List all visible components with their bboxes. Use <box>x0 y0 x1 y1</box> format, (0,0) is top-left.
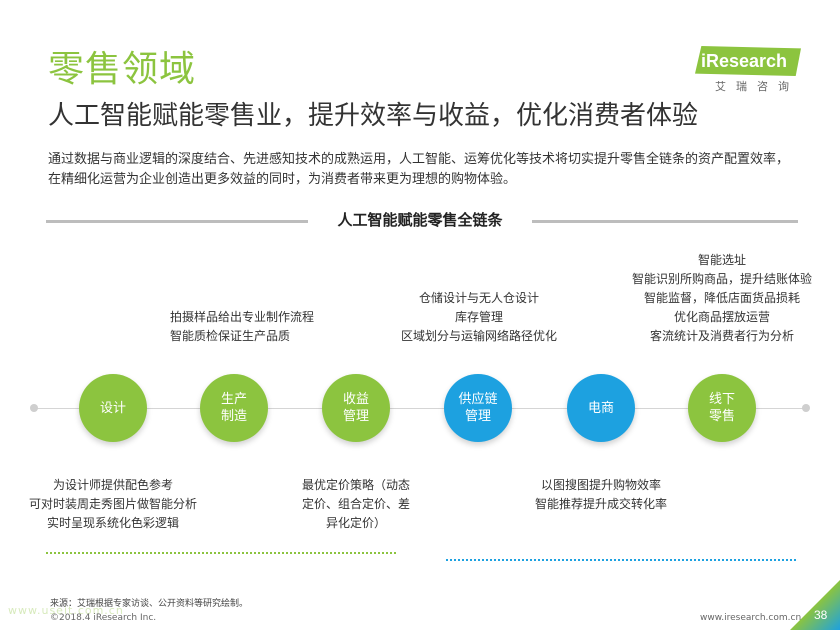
desc-line: 智能识别所购商品，提升结账体验 <box>631 272 812 286</box>
desc-line: 智能质检保证生产品质 <box>170 329 291 343</box>
source-note: 来源：艾瑞根据专家访谈、公开资料等研究绘制。 <box>50 599 249 609</box>
desc-line: 实时呈现系统化色彩逻辑 <box>46 516 179 530</box>
chain-start-dot <box>30 404 38 412</box>
desc-line: 智能监督，降低店面货品损耗 <box>643 291 800 305</box>
logo-text: iResearch <box>701 51 788 71</box>
section-divider-left <box>46 220 308 223</box>
production-description: 拍摄样品给出专业制作流程 智能质检保证生产品质 <box>170 308 315 346</box>
desc-line: 以图搜图提升购物效率 <box>540 478 661 492</box>
desc-line: 为设计师提供配色参考 <box>52 478 173 492</box>
offline-retail-description: 智能选址 智能识别所购商品，提升结账体验 智能监督，降低店面货品损耗 优化商品摆… <box>622 251 822 346</box>
desc-line: 库存管理 <box>454 310 503 324</box>
corner-decoration <box>790 580 840 630</box>
section-title: 人工智能赋能零售全链条 <box>337 211 503 229</box>
desc-line: 客流统计及消费者行为分析 <box>649 329 794 343</box>
desc-line: 区域划分与运输网络路径优化 <box>400 329 557 343</box>
node-production: 生产 制造 <box>200 374 268 442</box>
desc-line: 定价、组合定价、差 <box>301 497 410 511</box>
node-supply-chain: 供应链 管理 <box>444 374 512 442</box>
node-label: 生产 制造 <box>220 392 247 424</box>
website-link[interactable]: www.iresearch.com.cn <box>700 613 802 623</box>
section-divider-right <box>532 220 798 223</box>
copyright: ©2018.4 iResearch Inc. <box>50 613 157 623</box>
chain-end-dot <box>802 404 810 412</box>
page-title: 零售领域 <box>48 49 197 90</box>
watermark: www.useit.com.cn <box>8 604 124 617</box>
desc-line: 优化商品摆放运营 <box>673 310 770 324</box>
node-ecommerce: 电商 <box>567 374 635 442</box>
desc-line: 仓储设计与无人仓设计 <box>418 291 539 305</box>
node-label: 供应链 管理 <box>458 392 498 424</box>
page-number: 38 <box>814 608 828 622</box>
node-label: 收益 管理 <box>342 392 369 424</box>
design-description: 为设计师提供配色参考 可对时装周走秀图片做智能分析 实时呈现系统化色彩逻辑 <box>23 476 203 533</box>
desc-line: 拍摄样品给出专业制作流程 <box>170 310 315 324</box>
revenue-description: 最优定价策略（动态 定价、组合定价、差 异化定价） <box>291 476 421 533</box>
logo-badge <box>695 46 801 76</box>
node-label: 电商 <box>587 400 614 416</box>
node-revenue-management: 收益 管理 <box>322 374 390 442</box>
desc-line: 最优定价策略（动态 <box>301 478 410 492</box>
desc-line: 智能推荐提升成交转化率 <box>534 497 667 511</box>
value-chain-line <box>34 408 806 409</box>
node-design: 设计 <box>79 374 147 442</box>
supply-chain-description: 仓储设计与无人仓设计 库存管理 区域划分与运输网络路径优化 <box>389 289 569 346</box>
logo-cn-text: 艾瑞咨询 <box>715 80 799 93</box>
desc-line: 异化定价） <box>325 516 386 530</box>
iresearch-logo: iResearch 艾瑞咨询 <box>695 46 805 96</box>
ecommerce-description: 以图搜图提升购物效率 智能推荐提升成交转化率 <box>526 476 676 514</box>
dotted-divider-blue <box>446 559 796 561</box>
node-label: 线下 零售 <box>708 392 735 424</box>
desc-line: 可对时装周走秀图片做智能分析 <box>28 497 197 511</box>
page-subtitle: 人工智能赋能零售业，提升效率与收益，优化消费者体验 <box>48 101 699 131</box>
intro-paragraph: 通过数据与商业逻辑的深度结合、先进感知技术的成熟运用，人工智能、运筹优化等技术将… <box>48 152 790 187</box>
node-label: 设计 <box>99 400 126 416</box>
dotted-divider-green <box>46 552 396 554</box>
node-offline-retail: 线下 零售 <box>688 374 756 442</box>
desc-line: 智能选址 <box>697 253 746 267</box>
